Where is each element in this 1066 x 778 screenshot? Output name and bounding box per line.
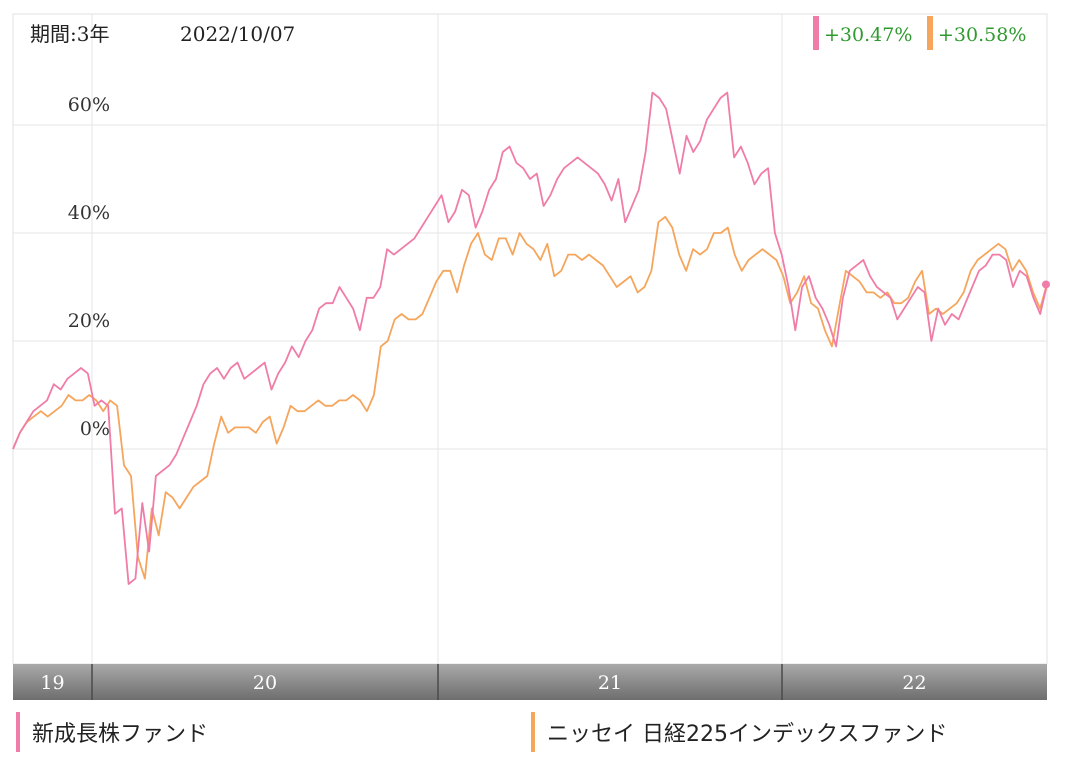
period-label: 期間:3年 — [30, 22, 109, 46]
x-axis-ticks: 19 20 21 22 — [40, 664, 927, 700]
y-tick-label: 40% — [68, 202, 110, 224]
y-axis-ticks: 0% 20% 40% 60% — [68, 94, 110, 440]
return-swatch-series-1 — [813, 16, 819, 50]
y-tick-label: 0% — [80, 418, 110, 440]
legend-swatch-series-2 — [531, 712, 535, 752]
x-tick-label: 20 — [253, 672, 277, 694]
plot-area — [12, 13, 1048, 665]
return-value-series-2: +30.58% — [938, 24, 1026, 46]
legend-item-series-1: 新成長株ファンド — [16, 712, 208, 752]
legend-label-series-2: ニッセイ 日経225インデックスファンド — [547, 722, 948, 747]
y-tick-label: 20% — [68, 310, 110, 332]
return-value-series-1: +30.47% — [824, 24, 912, 46]
series-end-marker — [1042, 280, 1050, 289]
series-line — [12, 91, 1048, 585]
legend: 新成長株ファンド ニッセイ 日経225インデックスファンド — [0, 704, 1066, 754]
x-tick-label: 19 — [40, 672, 64, 694]
legend-swatch-series-1 — [16, 712, 20, 752]
y-tick-label: 60% — [68, 94, 110, 116]
x-tick-label: 22 — [902, 672, 926, 694]
legend-item-series-2: ニッセイ 日経225インデックスファンド — [531, 712, 947, 752]
x-axis-bar — [13, 664, 1047, 700]
grid-lines — [13, 14, 1047, 664]
legend-label-series-1: 新成長株ファンド — [32, 722, 209, 747]
series-line — [12, 215, 1048, 580]
x-tick-label: 21 — [598, 672, 622, 694]
date-label: 2022/10/07 — [180, 22, 295, 46]
series-lines — [12, 91, 1050, 585]
performance-chart: 0% 20% 40% 60% 期間:3年 2022/10/07 +30.47% +30… — [12, 13, 1050, 700]
return-swatch-series-2 — [927, 16, 933, 50]
